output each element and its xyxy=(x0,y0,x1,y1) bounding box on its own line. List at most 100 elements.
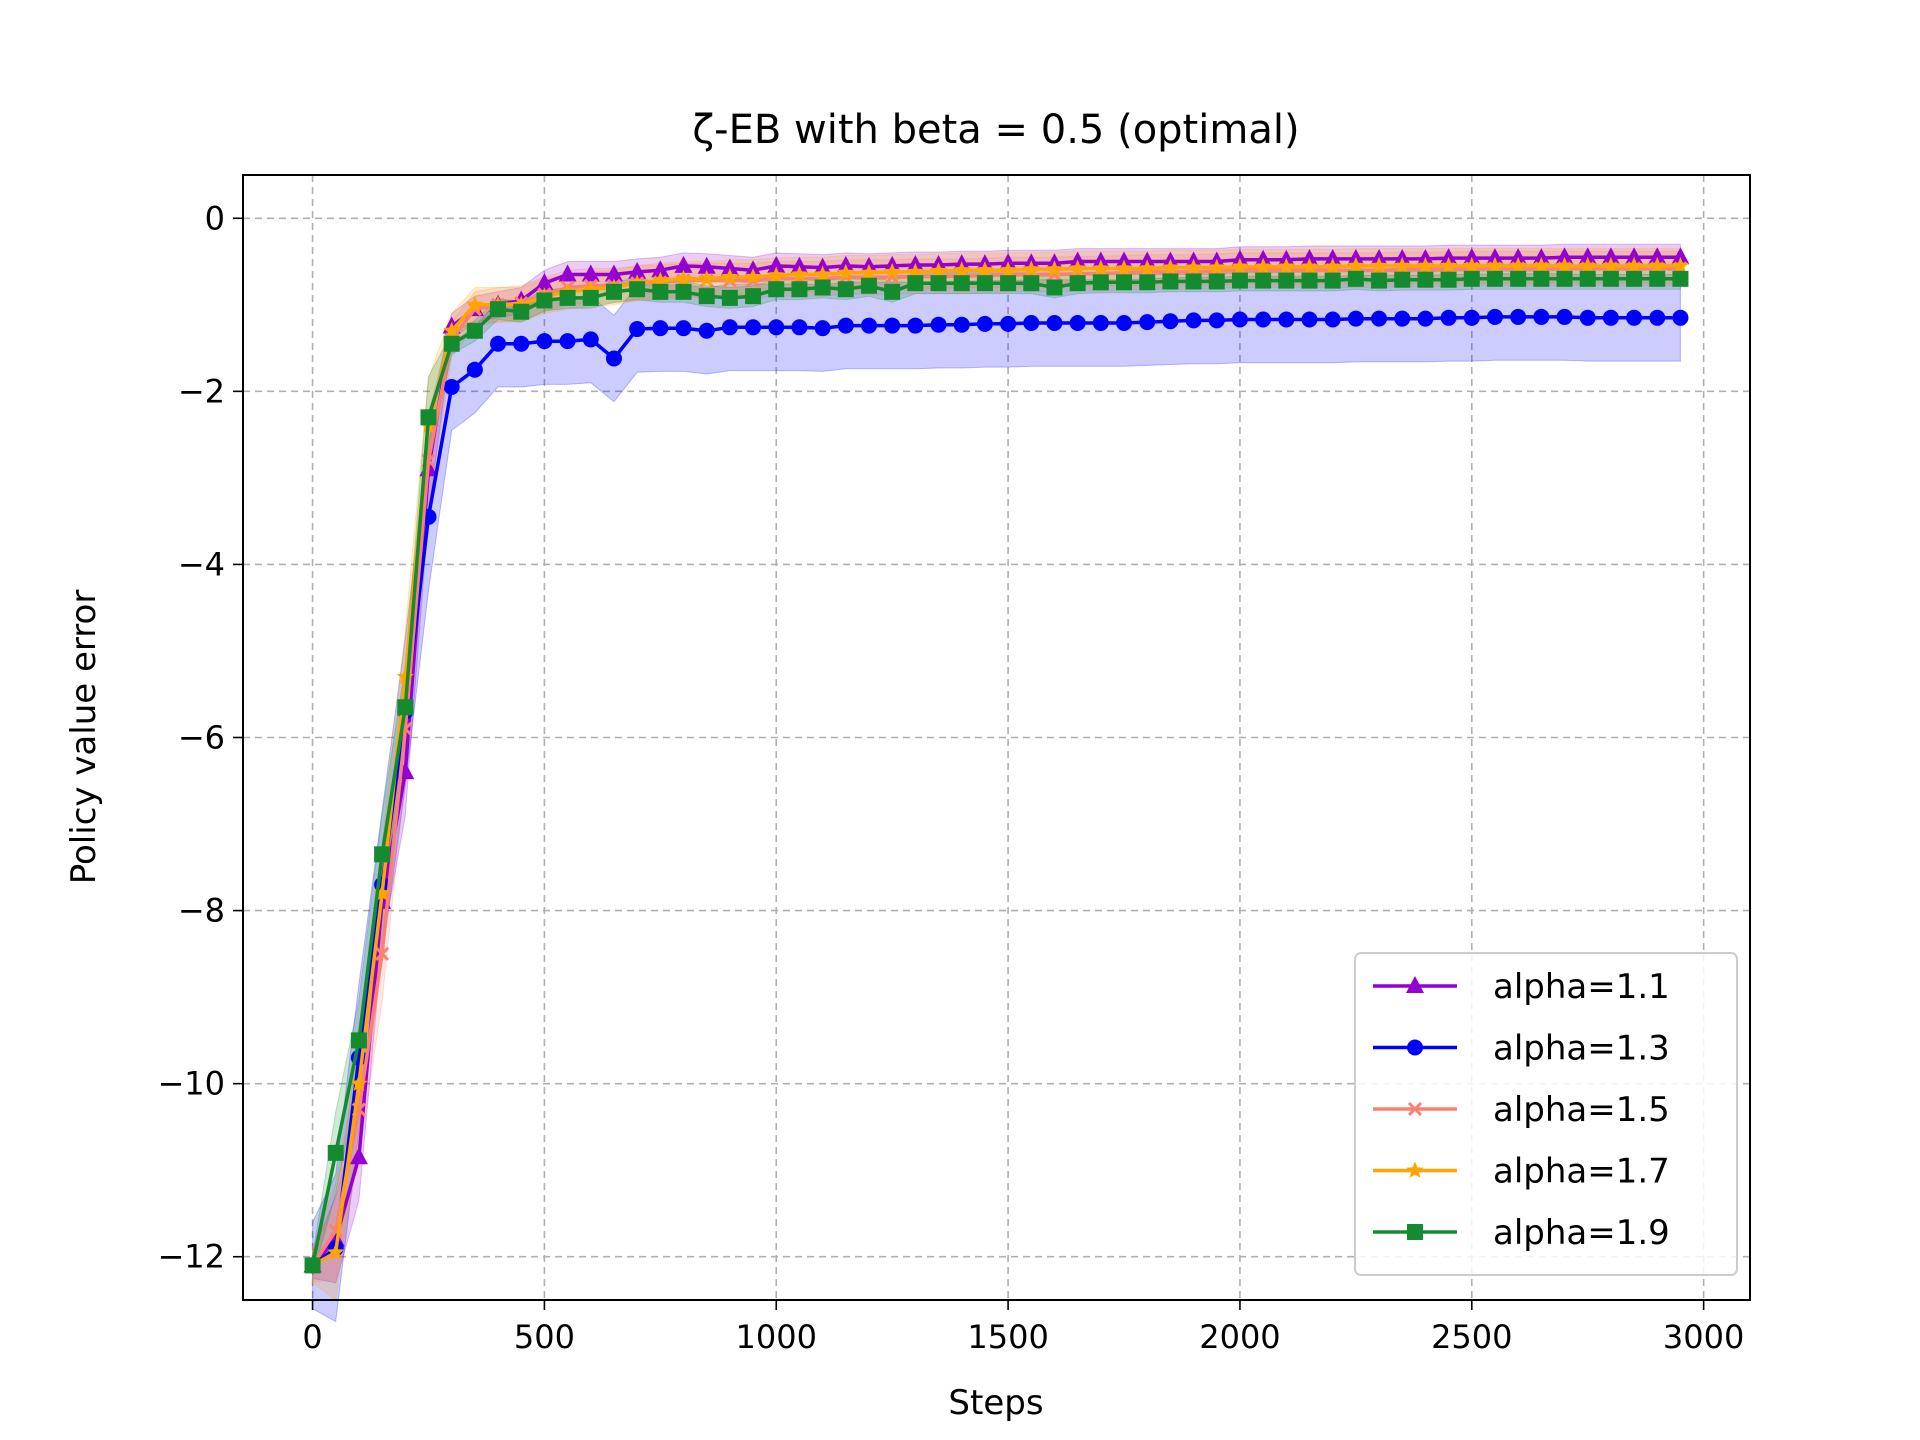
data-point xyxy=(1625,256,1643,274)
data-point xyxy=(1324,272,1341,289)
data-point xyxy=(1278,272,1295,289)
data-point xyxy=(1300,248,1319,266)
data-point xyxy=(1648,256,1666,274)
data-point xyxy=(1417,310,1434,327)
legend-box xyxy=(1354,952,1738,1276)
data-point xyxy=(397,699,414,716)
data-point xyxy=(1463,270,1480,287)
data-point xyxy=(930,262,948,279)
data-point xyxy=(1533,308,1550,325)
data-point xyxy=(1138,259,1156,276)
data-point xyxy=(999,261,1017,278)
legend-marker xyxy=(1407,1224,1423,1240)
data-point xyxy=(698,322,715,339)
data-point xyxy=(953,275,970,292)
data-point xyxy=(1162,273,1179,290)
data-point xyxy=(697,256,716,274)
data-point xyxy=(1371,310,1388,327)
y-tick-label: 0 xyxy=(205,199,225,237)
data-point xyxy=(675,283,692,300)
data-point xyxy=(1532,256,1550,274)
data-point xyxy=(1092,259,1110,276)
data-point xyxy=(1556,256,1574,274)
data-point xyxy=(791,281,808,298)
data-point xyxy=(1533,270,1550,287)
data-point xyxy=(1394,271,1411,288)
data-point xyxy=(1000,275,1017,292)
data-point xyxy=(375,946,390,961)
data-point xyxy=(1045,260,1063,277)
data-point xyxy=(1208,312,1225,329)
data-point xyxy=(1579,309,1596,326)
data-point xyxy=(1301,311,1318,328)
data-point xyxy=(1255,272,1272,289)
data-point xyxy=(1347,270,1364,287)
data-point xyxy=(327,1243,345,1260)
data-point xyxy=(698,288,715,305)
data-point xyxy=(721,319,738,336)
data-point xyxy=(1485,248,1504,266)
data-point xyxy=(884,283,901,300)
y-axis-label: Policy value error xyxy=(64,590,104,885)
data-point xyxy=(767,255,786,273)
data-point xyxy=(745,319,762,336)
data-point xyxy=(605,350,622,367)
data-point xyxy=(1185,273,1202,290)
data-point xyxy=(651,260,670,278)
data-point xyxy=(860,277,877,294)
data-point xyxy=(1486,308,1503,325)
legend-label: alpha=1.9 xyxy=(1493,1213,1670,1253)
legend-marker xyxy=(1407,1039,1423,1056)
data-point xyxy=(1371,272,1388,289)
data-point xyxy=(1440,256,1458,274)
data-point xyxy=(1532,248,1551,266)
data-point xyxy=(1277,257,1295,274)
data-point xyxy=(837,263,855,281)
data-point xyxy=(721,268,739,285)
data-point xyxy=(698,269,716,287)
data-point xyxy=(558,264,577,282)
chart-title: ζ-EB with beta = 0.5 (optimal) xyxy=(692,107,1299,153)
data-point xyxy=(1440,271,1457,288)
data-point xyxy=(1208,273,1225,290)
data-point xyxy=(490,335,507,352)
y-tick-label: −8 xyxy=(178,892,225,930)
legend-label: alpha=1.5 xyxy=(1493,1090,1670,1130)
data-point xyxy=(374,846,391,863)
data-point xyxy=(1509,256,1527,274)
data-point xyxy=(1626,270,1643,287)
data-point xyxy=(906,262,924,280)
data-point xyxy=(1255,311,1272,328)
data-point xyxy=(535,273,554,291)
data-point xyxy=(860,317,877,334)
data-point xyxy=(1069,259,1087,276)
data-point xyxy=(884,317,901,334)
data-point xyxy=(1116,314,1133,331)
x-tick-label: 1000 xyxy=(736,1318,817,1356)
x-tick-label: 3000 xyxy=(1663,1318,1744,1356)
data-point xyxy=(513,335,530,352)
x-tick-label: 2500 xyxy=(1431,1318,1512,1356)
data-point xyxy=(976,315,993,332)
data-point xyxy=(350,1032,367,1049)
data-point xyxy=(1671,247,1690,265)
data-point xyxy=(1161,258,1179,275)
data-point xyxy=(629,321,646,338)
data-point xyxy=(1254,257,1272,274)
legend-marker xyxy=(1406,1161,1424,1178)
data-point xyxy=(443,379,460,396)
data-point xyxy=(675,320,692,337)
data-point xyxy=(1092,314,1109,331)
data-point xyxy=(1115,259,1133,276)
data-point xyxy=(1023,275,1040,292)
data-point xyxy=(768,319,785,336)
data-point xyxy=(720,258,739,276)
y-tick-label: −10 xyxy=(157,1065,225,1103)
data-point xyxy=(1672,270,1689,287)
data-point xyxy=(745,288,762,305)
legend-item: alpha=1.5 xyxy=(1373,1090,1670,1130)
data-point xyxy=(1370,256,1388,274)
data-point xyxy=(349,1147,368,1165)
data-point xyxy=(1046,279,1063,296)
